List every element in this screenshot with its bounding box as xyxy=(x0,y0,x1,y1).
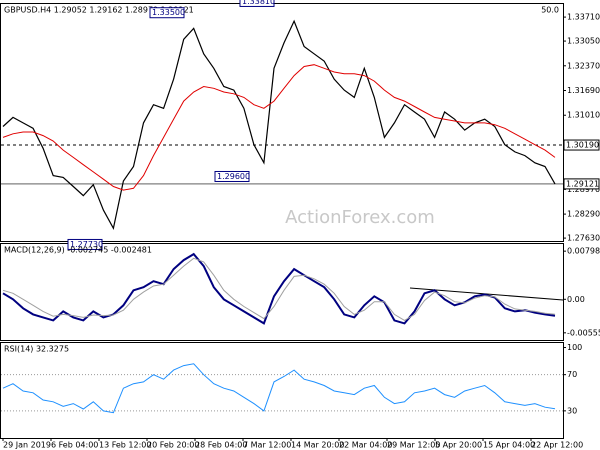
series-line xyxy=(2,363,556,414)
x-tick-label: 28 Feb 04:00 xyxy=(195,441,247,450)
price-box xyxy=(563,178,600,190)
panel-title: MACD(12,26,9) -0.002745 -0.002481 xyxy=(4,246,152,255)
corner-text: 50.0 xyxy=(541,6,559,15)
annotation-box xyxy=(149,7,185,19)
y-tick-label: 1.32370 xyxy=(567,61,600,70)
series-line xyxy=(2,19,556,231)
x-tick-label: 5 Apr 20:00 xyxy=(435,441,482,450)
series-line xyxy=(2,64,556,191)
panel-title: GBPUSD.H4 1.29052 1.29162 1.28979 1.2912… xyxy=(4,6,194,15)
y-tick-label: 1.33710 xyxy=(567,13,600,22)
macd-panel xyxy=(0,243,564,341)
watermark: ActionForex.com xyxy=(285,207,435,228)
y-tick-label: 0.007983 xyxy=(567,247,600,256)
x-tick-label: 20 Feb 20:00 xyxy=(147,441,199,450)
annotation-label: 1.33810 xyxy=(242,0,275,6)
main-panel xyxy=(0,3,564,242)
annotation-label: 1.33500 xyxy=(152,8,185,17)
x-tick-label: 22 Apr 12:00 xyxy=(531,441,583,450)
annotation-box xyxy=(239,0,275,7)
x-tick-label: 13 Feb 12:00 xyxy=(99,441,151,450)
y-tick-label: 30 xyxy=(567,406,577,415)
y-tick-label: 1.31690 xyxy=(567,86,600,95)
y-tick-label: 100 xyxy=(567,343,582,352)
annotation-label: 1.27730 xyxy=(70,240,103,249)
x-tick-label: 7 Mar 12:00 xyxy=(243,441,291,450)
price-box xyxy=(563,139,600,151)
price-box-label: 1.29121 xyxy=(566,179,599,188)
rsi-panel xyxy=(0,342,564,439)
x-tick-label: 6 Feb 04:00 xyxy=(51,441,98,450)
annotation-box xyxy=(214,170,250,182)
x-tick-label: 22 Mar 04:00 xyxy=(339,441,392,450)
annotation-box xyxy=(67,238,103,250)
x-tick-label: 29 Mar 12:00 xyxy=(387,441,440,450)
panel-title: RSI(14) 32.3275 xyxy=(4,345,69,354)
y-tick-label: 1.31010 xyxy=(567,111,600,120)
x-tick-label: 29 Jan 2019 xyxy=(3,441,51,450)
price-box-label: 1.30190 xyxy=(566,141,599,150)
y-tick-label: 0.00 xyxy=(567,295,585,304)
series-line xyxy=(2,252,556,325)
y-tick-label: 1.28290 xyxy=(567,210,600,219)
x-tick-label: 14 Mar 20:00 xyxy=(291,441,344,450)
y-tick-label: 1.33050 xyxy=(567,37,600,46)
series-line xyxy=(2,257,556,321)
annotation-label: 1.29600 xyxy=(217,172,250,181)
x-tick-label: 15 Apr 04:00 xyxy=(483,441,535,450)
y-tick-label: 1.27630 xyxy=(567,234,600,243)
y-tick-label: -0.005559 xyxy=(567,328,600,337)
y-tick-label: 70 xyxy=(567,370,577,379)
